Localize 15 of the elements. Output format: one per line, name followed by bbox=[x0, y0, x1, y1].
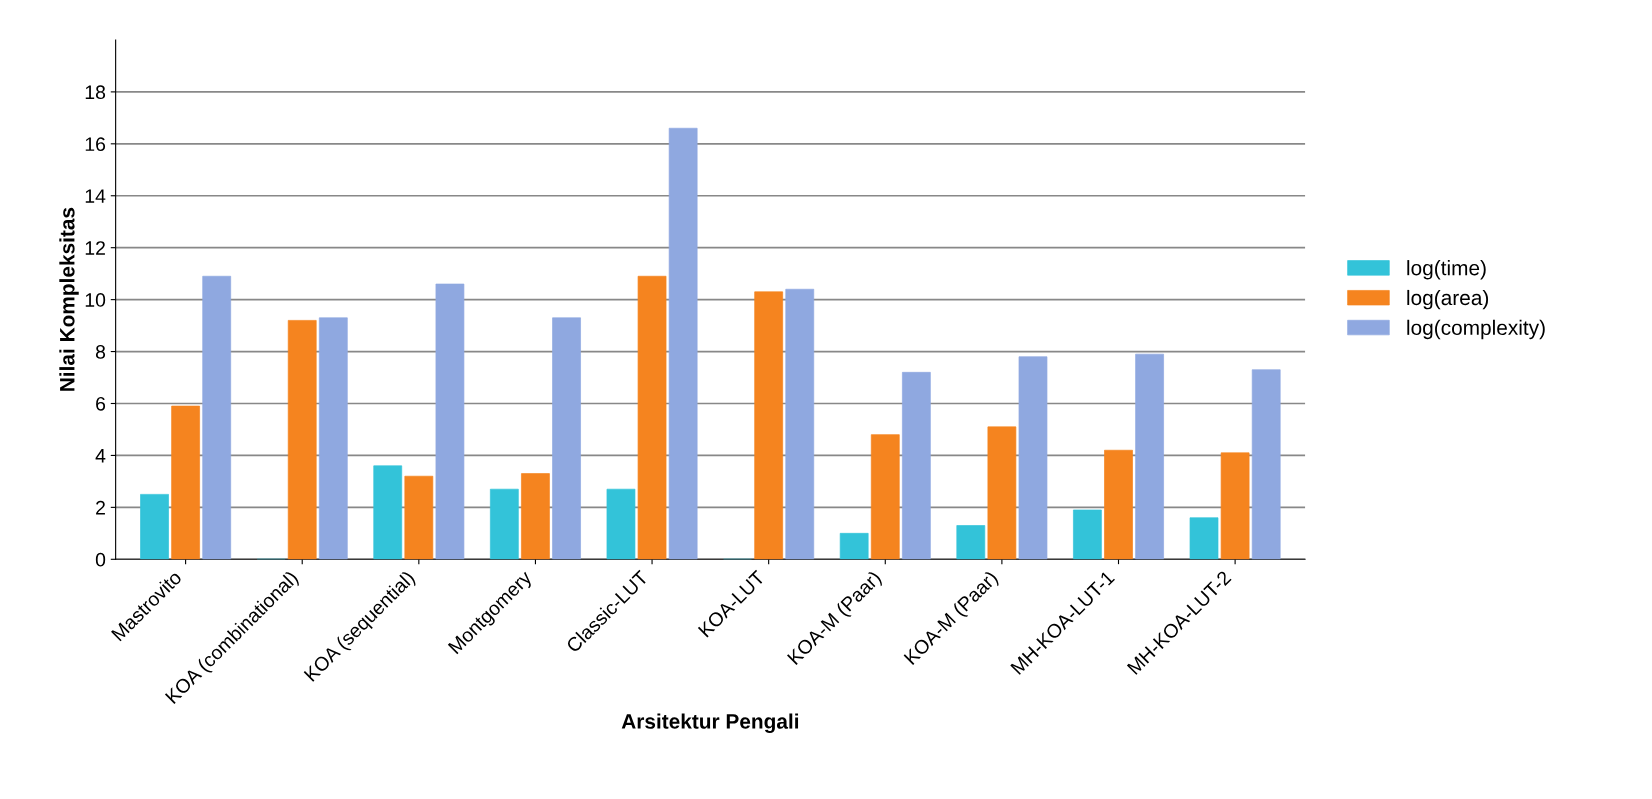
y-tick-label: 6 bbox=[96, 396, 106, 411]
x-axis-title: Arsitektur Pengali bbox=[621, 713, 799, 733]
y-tick-label: 14 bbox=[85, 189, 106, 203]
legend-label: log(time) bbox=[1407, 260, 1486, 280]
y-tick-label: 2 bbox=[96, 500, 105, 515]
y-tick-label: 12 bbox=[85, 241, 105, 255]
y-axis-title: Nilai Kompleksitas bbox=[59, 207, 79, 391]
y-tick-label: 10 bbox=[85, 293, 106, 307]
y-tick-label: 8 bbox=[95, 345, 106, 359]
y-tick-label: 16 bbox=[85, 137, 106, 152]
legend-label: log(complexity) bbox=[1407, 319, 1545, 340]
y-tick-label: 4 bbox=[95, 449, 106, 463]
legend-label: log(area) bbox=[1407, 289, 1489, 310]
y-tick-label: 18 bbox=[85, 85, 106, 100]
y-tick-label: 0 bbox=[95, 552, 106, 567]
